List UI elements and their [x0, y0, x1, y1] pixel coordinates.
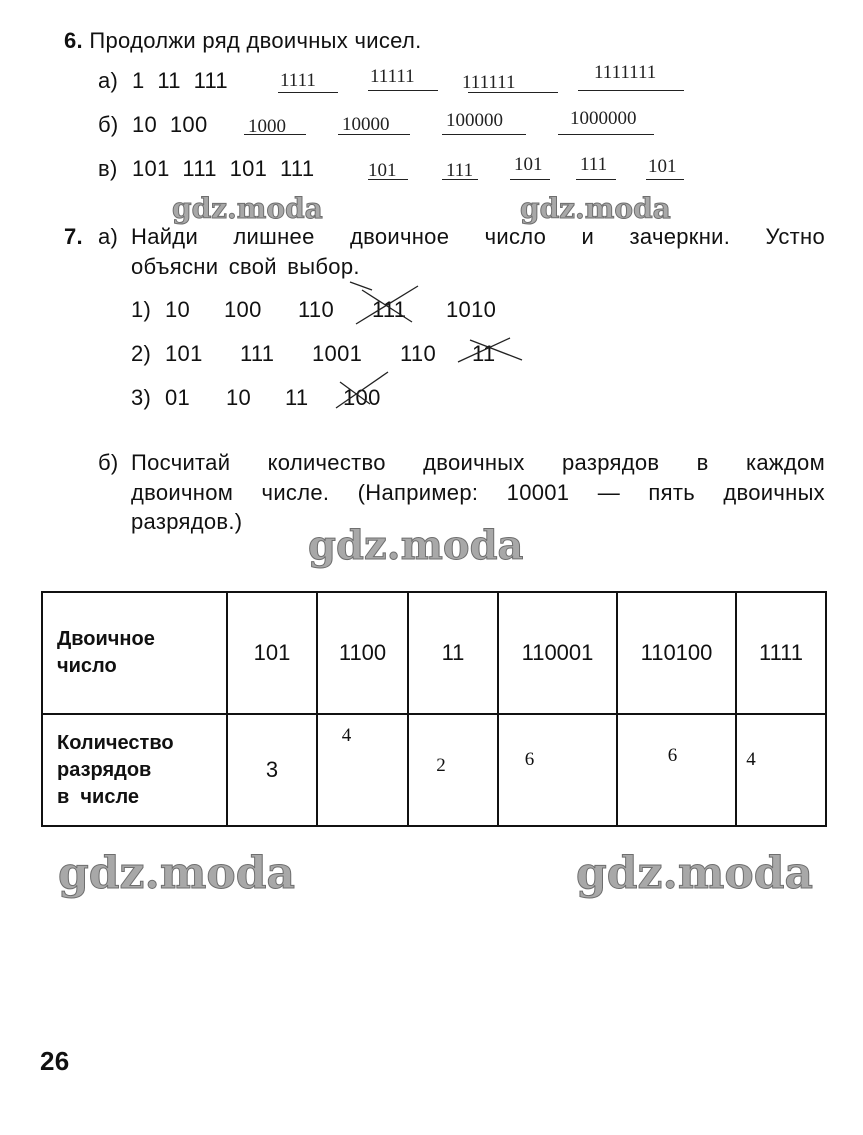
- table-cell: 1111: [735, 591, 827, 715]
- table-cell-handwritten: 4: [735, 713, 827, 827]
- task6b-answer: 1000: [248, 116, 286, 137]
- header-line: разрядов: [57, 758, 152, 781]
- task6-title: Продолжи ряд двоичных чисел.: [89, 28, 422, 53]
- table-cell: 101: [226, 591, 318, 715]
- task6-number: 6.: [64, 28, 83, 53]
- crossed-number: 111: [372, 297, 407, 322]
- task6v-label: в): [98, 156, 118, 181]
- task7a-line2: объясни свой выбор.: [131, 254, 360, 279]
- task6a-given: 1 11 111: [132, 68, 228, 93]
- binary-number: 11: [285, 385, 309, 410]
- task6b-answer: 100000: [446, 110, 503, 131]
- task6a-answer: 111111: [462, 72, 516, 93]
- task7a-item2-label: 2): [131, 341, 152, 366]
- header-line: Количество: [57, 731, 174, 754]
- table-cell: 110100: [616, 591, 737, 715]
- table-row-counts: Количество разрядов в числе 3 4 2 6 6 4: [41, 713, 827, 827]
- watermark: gdz.moda: [172, 192, 324, 226]
- task6v-answer: 101: [368, 160, 397, 181]
- table-cell-handwritten: 4: [316, 713, 409, 827]
- task7-number: 7.: [64, 224, 83, 249]
- handwritten-count: 6: [524, 749, 535, 770]
- watermark: gdz.moda: [57, 848, 296, 900]
- binary-number: 101: [165, 341, 203, 366]
- task6v-answer: 111: [446, 160, 474, 181]
- task6v-answer: 101: [514, 154, 543, 175]
- cross-out-stroke: [335, 371, 389, 409]
- table-row-numbers: Двоичное число 101 1100 11 110001 110100 …: [41, 591, 827, 715]
- table-cell: 11: [407, 591, 499, 715]
- task7a-item1-label: 1): [131, 297, 152, 322]
- task6v-given: 101 111 101 111: [132, 156, 315, 181]
- table-cell: 3: [226, 713, 318, 827]
- task7b-line3: разрядов.): [131, 509, 243, 534]
- header-line: Двоичное: [57, 628, 155, 650]
- watermark: gdz.moda: [307, 522, 524, 570]
- task7a-line1: Найди лишнее двоичное число и зачеркни. …: [131, 224, 825, 249]
- binary-number: 10: [165, 297, 191, 322]
- cross-out-stroke: [457, 337, 511, 363]
- binary-number: 10: [226, 385, 252, 410]
- binary-number: 01: [165, 385, 191, 410]
- binary-number: 1001: [312, 341, 363, 366]
- handwritten-count: 2: [436, 755, 446, 776]
- binary-number: 110: [298, 297, 334, 322]
- header-line: в числе: [57, 785, 140, 808]
- task7a-item3-label: 3): [131, 385, 152, 410]
- task6b-given: 10 100: [132, 112, 208, 137]
- task6b-answer: 1000000: [570, 108, 637, 129]
- page-number: 26: [40, 1046, 70, 1076]
- table-cell-handwritten: 2: [407, 713, 499, 827]
- binary-number: 111: [240, 341, 275, 366]
- row-header-digit-count: Количество разрядов в числе: [41, 713, 228, 827]
- row-header-binary-number: Двоичное число: [41, 591, 228, 715]
- task6a-answer: 1111: [280, 70, 316, 91]
- table-cell: 1100: [316, 591, 409, 715]
- cross-out-stroke: [355, 285, 419, 325]
- task6-heading: 6. Продолжи ряд двоичных чисел.: [64, 28, 422, 54]
- table-cell-handwritten: 6: [616, 713, 737, 827]
- task6v-answer: 111: [580, 154, 608, 175]
- task6b-label: б): [98, 112, 119, 137]
- watermark: gdz.moda: [575, 848, 814, 900]
- handwritten-count: 6: [667, 745, 678, 766]
- task6v-answer: 101: [648, 156, 677, 177]
- task6a-answer: 1111111: [594, 62, 657, 83]
- task7a-label: а): [98, 224, 119, 249]
- binary-number: 1010: [446, 297, 497, 322]
- table-cell: 110001: [497, 591, 618, 715]
- task7b-line2: двоичном числе. (Например: 10001 — пять …: [131, 480, 825, 505]
- binary-number: 100: [224, 297, 262, 322]
- header-line: число: [57, 655, 117, 677]
- handwritten-count: 4: [341, 725, 352, 746]
- binary-number: 110: [400, 341, 436, 366]
- cross-out-stroke: [469, 339, 523, 361]
- cross-out-stroke: [361, 289, 413, 323]
- task6a-label: а): [98, 68, 119, 93]
- handwritten-count: 4: [746, 749, 756, 770]
- watermark: gdz.moda: [520, 192, 672, 226]
- task7b-label: б): [98, 450, 119, 475]
- table-cell-handwritten: 6: [497, 713, 618, 827]
- binary-digits-table: Двоичное число 101 1100 11 110001 110100 …: [41, 591, 827, 827]
- task7b-line1: Посчитай количество двоичных разрядов в …: [131, 450, 825, 475]
- task6a-answer: 11111: [370, 66, 415, 87]
- task6b-answer: 10000: [342, 114, 390, 135]
- cross-out-stroke: [339, 381, 371, 405]
- cross-out-stroke: [349, 281, 373, 291]
